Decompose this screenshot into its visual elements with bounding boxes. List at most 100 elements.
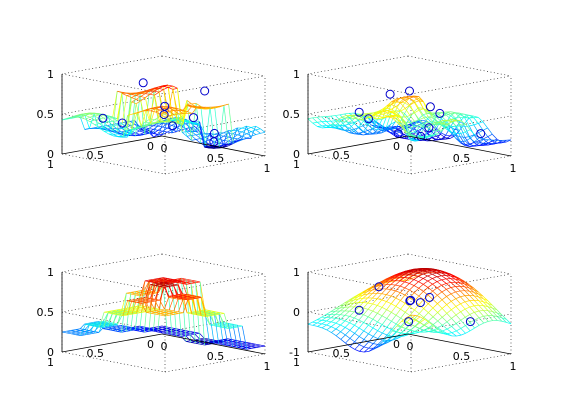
mesh-segment bbox=[135, 291, 141, 293]
surface-mesh bbox=[307, 267, 512, 353]
mesh-segment bbox=[468, 117, 475, 126]
mesh-segment bbox=[237, 346, 243, 348]
mesh-segment bbox=[326, 326, 332, 331]
data-point bbox=[425, 292, 434, 302]
mesh-segment bbox=[437, 303, 443, 309]
mesh-segment bbox=[367, 128, 373, 131]
mesh-segment bbox=[451, 332, 457, 337]
mesh-segment bbox=[103, 130, 109, 135]
mesh-segment bbox=[127, 113, 133, 116]
mesh-segment bbox=[232, 343, 238, 346]
mesh-segment bbox=[401, 332, 406, 334]
mesh-segment bbox=[431, 137, 437, 140]
mesh-segment bbox=[422, 114, 428, 119]
mesh-segment bbox=[428, 322, 434, 327]
mesh-segment bbox=[199, 343, 205, 345]
mesh-segment bbox=[354, 333, 360, 337]
mesh-segment bbox=[428, 134, 434, 137]
mesh-segment bbox=[409, 309, 415, 316]
mesh-segment bbox=[173, 110, 179, 115]
mesh-segment bbox=[204, 340, 210, 342]
mesh-segment bbox=[460, 296, 466, 303]
mesh-segment bbox=[432, 283, 438, 289]
mesh-segment bbox=[418, 287, 424, 292]
grid-line bbox=[61, 253, 163, 273]
mesh-segment bbox=[391, 104, 397, 107]
mesh-segment bbox=[213, 340, 219, 343]
mesh-segment bbox=[474, 141, 480, 144]
mesh-segment bbox=[344, 316, 350, 322]
mesh-segment bbox=[478, 138, 484, 144]
mesh-segment bbox=[465, 314, 470, 318]
mesh-segment bbox=[121, 93, 127, 96]
mesh-segment bbox=[94, 119, 100, 124]
mesh-segment bbox=[209, 310, 215, 326]
mesh-segment bbox=[368, 343, 374, 349]
mesh-segment bbox=[344, 112, 349, 115]
mesh-segment bbox=[432, 324, 439, 329]
mesh-segment bbox=[487, 310, 493, 316]
mesh-segment bbox=[98, 321, 104, 323]
mesh-segment bbox=[377, 299, 383, 306]
mesh-segment bbox=[401, 126, 407, 132]
mesh-segment bbox=[223, 143, 228, 146]
mesh-segment bbox=[348, 297, 354, 301]
mesh-segment bbox=[392, 330, 397, 333]
mesh-segment bbox=[418, 119, 424, 127]
mesh-segment bbox=[194, 338, 200, 341]
mesh-segment bbox=[84, 323, 90, 326]
mesh-segment bbox=[122, 130, 128, 138]
mesh-segment bbox=[326, 314, 332, 318]
mesh-segment bbox=[386, 294, 392, 297]
mesh-segment bbox=[460, 131, 466, 134]
mesh-segment bbox=[168, 285, 174, 287]
mesh-segment bbox=[223, 326, 229, 328]
mesh-segment bbox=[372, 303, 378, 306]
mesh-segment bbox=[433, 329, 439, 332]
mesh-segment bbox=[340, 124, 346, 127]
mesh-segment bbox=[150, 106, 156, 109]
mesh-segment bbox=[186, 281, 191, 283]
mesh-segment bbox=[232, 324, 238, 348]
mesh-segment bbox=[214, 105, 220, 108]
mesh-segment bbox=[117, 313, 123, 316]
mesh-segment bbox=[395, 102, 401, 107]
mesh-segment bbox=[367, 310, 374, 317]
x-axis bbox=[407, 135, 512, 157]
mesh-segment bbox=[414, 112, 420, 120]
mesh-segment bbox=[204, 146, 210, 149]
mesh-segment bbox=[410, 331, 416, 335]
mesh-segment bbox=[473, 292, 479, 298]
mesh-segment bbox=[316, 116, 323, 122]
mesh-segment bbox=[145, 93, 150, 95]
mesh-segment bbox=[145, 297, 151, 299]
mesh-segment bbox=[196, 313, 202, 316]
mesh-segment bbox=[94, 124, 100, 129]
mesh-segment bbox=[433, 330, 439, 333]
mesh-segment bbox=[117, 308, 123, 325]
mesh-segment bbox=[127, 299, 133, 316]
mesh-segment bbox=[232, 324, 238, 327]
mesh-segment bbox=[492, 140, 498, 144]
mesh-segment bbox=[149, 90, 155, 95]
mesh-segment bbox=[455, 281, 461, 287]
mesh-segment bbox=[251, 345, 256, 348]
mesh-segment bbox=[317, 319, 322, 324]
mesh-segment bbox=[367, 287, 373, 291]
mesh-segment bbox=[192, 297, 197, 300]
mesh-segment bbox=[381, 294, 387, 301]
mesh-segment bbox=[223, 144, 228, 146]
mesh-segment bbox=[164, 287, 170, 297]
mesh-segment bbox=[390, 128, 396, 131]
x-tick-label: 0.5 bbox=[207, 152, 225, 165]
mesh-segment bbox=[372, 293, 378, 299]
mesh-segment bbox=[112, 91, 118, 132]
mesh-segment bbox=[418, 281, 424, 285]
mesh-segment bbox=[227, 342, 233, 345]
mesh-segment bbox=[455, 278, 461, 284]
mesh-segment bbox=[149, 308, 155, 311]
mesh-segment bbox=[377, 330, 383, 334]
mesh-segment bbox=[464, 113, 470, 119]
mesh-segment bbox=[154, 107, 161, 122]
mesh-segment bbox=[455, 138, 461, 144]
